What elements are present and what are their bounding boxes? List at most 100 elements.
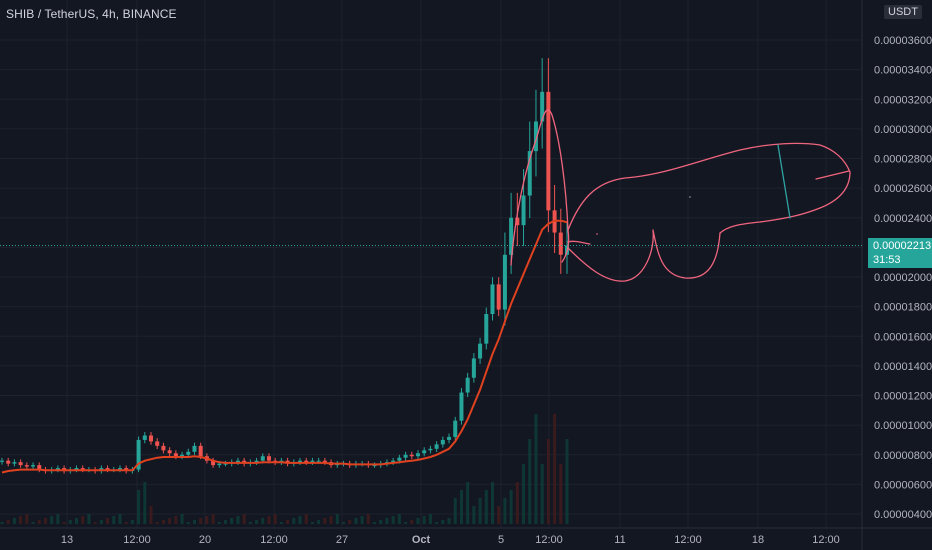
candle-body	[310, 460, 315, 463]
y-tick-label: 0.00002600	[874, 183, 932, 195]
candle-body	[372, 465, 377, 467]
volume-bar	[155, 522, 159, 524]
volume-bar	[186, 522, 190, 524]
volume-bar	[174, 516, 178, 524]
candle-body	[24, 465, 29, 467]
candle-body	[198, 445, 203, 457]
bar-countdown: 31:53	[873, 254, 901, 266]
volume-bar	[56, 514, 60, 524]
x-tick-label: 27	[336, 534, 348, 546]
volume-bar	[68, 520, 72, 524]
candle-body	[509, 217, 514, 255]
candle-body	[478, 343, 483, 359]
volume-bar	[348, 520, 352, 524]
candle-body	[527, 151, 532, 196]
candle-body	[397, 457, 402, 461]
volume-bar	[478, 498, 482, 524]
candle-body	[55, 468, 60, 470]
candle-body	[155, 441, 160, 446]
candle-body	[428, 448, 433, 451]
volume-bar	[453, 498, 457, 524]
drawing-shaft-outline[interactable]	[567, 142, 851, 234]
volume-bar	[428, 514, 432, 524]
candle-body	[0, 460, 4, 462]
x-tick-label: 12:00	[260, 534, 288, 546]
y-tick-label: 0.00002000	[874, 272, 932, 284]
candle-body	[496, 284, 501, 310]
drawing-dot	[689, 196, 691, 198]
candle-body	[192, 445, 197, 452]
candle-body	[180, 454, 185, 457]
volume-bar	[286, 520, 290, 524]
volume-bar	[242, 514, 246, 524]
candle-body	[136, 439, 141, 470]
candle-body	[490, 284, 495, 315]
volume-bar	[6, 520, 10, 524]
volume-bar	[192, 520, 196, 524]
volume-bar	[391, 516, 395, 524]
y-tick-label: 0.00001800	[874, 302, 932, 314]
volume-bar	[366, 514, 370, 524]
volume-bar	[416, 518, 420, 524]
volume-bar	[93, 522, 97, 524]
volume-bar	[205, 516, 209, 524]
currency-badge[interactable]: USDT	[884, 5, 922, 19]
volume-bar	[509, 490, 513, 524]
volume-bar	[435, 522, 439, 524]
candle-body	[18, 462, 23, 466]
candle-body	[80, 468, 85, 470]
y-tick-label: 0.00001000	[874, 420, 932, 432]
y-tick-label: 0.00001600	[874, 331, 932, 343]
candle-body	[6, 460, 11, 464]
volume-bar	[540, 464, 544, 524]
drawing-tip-line[interactable]	[815, 170, 850, 180]
volume-bar	[130, 520, 134, 524]
volume-bar	[317, 520, 321, 524]
volume-bar	[248, 522, 252, 524]
y-tick-label: 0.00000400	[874, 509, 932, 521]
volume-bar	[329, 516, 333, 524]
candle-body	[409, 454, 414, 457]
volume-bar	[441, 520, 445, 524]
volume-bar	[124, 522, 128, 524]
volume-bar	[106, 518, 110, 524]
candle-body	[173, 453, 178, 457]
candle-body	[465, 377, 470, 393]
volume-bar	[534, 414, 538, 524]
x-tick-label: 5	[498, 534, 504, 546]
candle-body	[105, 468, 110, 470]
volume-bar	[522, 464, 526, 524]
volume-bar	[497, 506, 501, 524]
volume-bar	[379, 520, 383, 524]
volume-bar	[149, 506, 153, 524]
candle-body	[298, 460, 303, 463]
volume-bar	[161, 520, 165, 524]
volume-bar	[447, 518, 451, 524]
volume-bar	[168, 518, 172, 524]
y-tick-label: 0.00000600	[874, 479, 932, 491]
candle-body	[186, 451, 191, 455]
volume-bar	[62, 522, 66, 524]
drawing-base-outline[interactable]	[567, 229, 721, 282]
drawing-spike-outline[interactable]	[510, 109, 570, 266]
candle-body	[223, 463, 228, 465]
x-tick-label: 20	[199, 534, 211, 546]
candle-body	[546, 91, 551, 211]
candle-body	[254, 460, 259, 463]
volume-bar	[224, 520, 228, 524]
candle-body	[453, 420, 458, 437]
candle-body	[415, 453, 420, 457]
drawing-tick-mark[interactable]	[567, 240, 591, 245]
volume-bar	[466, 482, 470, 524]
y-tick-label: 0.00003000	[874, 124, 932, 136]
drawing-divider-line[interactable]	[777, 144, 791, 219]
candle-body	[37, 465, 42, 470]
volume-bar	[559, 464, 563, 524]
volume-bar	[12, 518, 16, 524]
volume-bar	[360, 516, 364, 524]
x-tick-label: 12:00	[812, 534, 840, 546]
candle-body	[235, 460, 240, 463]
candle-body	[440, 439, 445, 445]
